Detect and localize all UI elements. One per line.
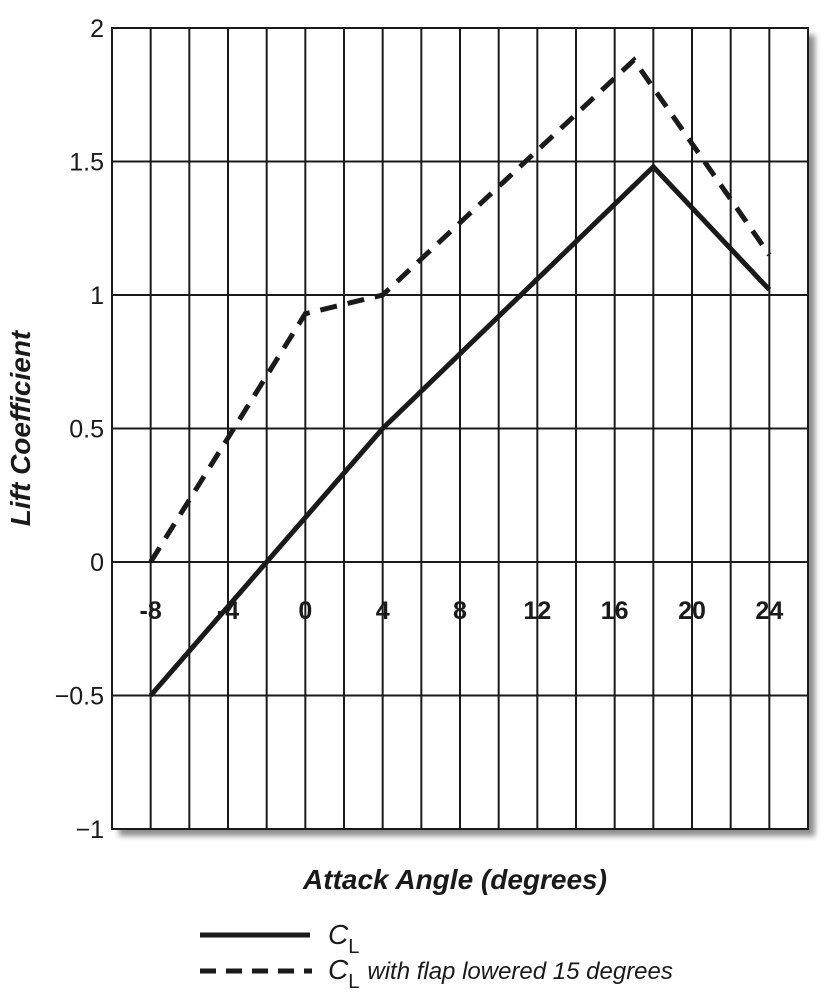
x-axis-tick-labels: -8 -4 0 4 8 12 16 20 24	[140, 597, 784, 625]
y-tick-label: 1	[90, 282, 104, 310]
y-tick-label: −1	[75, 816, 104, 844]
series-line	[148, 163, 772, 698]
horizontal-gridlines	[112, 160, 808, 697]
plot-frame	[111, 27, 809, 830]
legend-suffix: with flap lowered 15 degrees	[367, 958, 673, 985]
x-tick-label: -4	[217, 597, 239, 625]
series-layer	[148, 56, 772, 698]
legend-subscript: L	[348, 971, 359, 993]
y-tick-label: −0.5	[55, 683, 104, 711]
x-tick-label: 4	[376, 597, 390, 625]
x-tick-label: 20	[678, 597, 706, 625]
legend-label-dashed: CL with flap lowered 15 degrees	[328, 954, 673, 993]
legend-subscript: L	[348, 936, 359, 958]
y-tick-label: 1.5	[69, 149, 104, 177]
y-tick-label: 0	[90, 549, 104, 577]
x-tick-label: 16	[601, 597, 629, 625]
legend-symbol: C	[328, 954, 349, 985]
x-axis-title: Attack Angle (degrees)	[302, 864, 607, 895]
x-tick-label: 8	[453, 597, 467, 625]
series-cl	[148, 163, 772, 698]
x-tick-label: 12	[523, 597, 551, 625]
legend: CL CL with flap lowered 15 degrees	[200, 919, 673, 993]
x-tick-label: 24	[755, 597, 783, 625]
y-axis-title: Lift Coefficient	[5, 329, 36, 526]
legend-label-solid: CL	[328, 919, 359, 958]
x-tick-label: -8	[140, 597, 162, 625]
y-axis-tick-labels: 2 1.5 1 0.5 0 −0.5 −1	[55, 15, 104, 844]
legend-symbol: C	[328, 919, 349, 950]
series-flap-lowered	[148, 56, 772, 564]
y-tick-label: 0.5	[69, 416, 104, 444]
x-tick-label: 0	[298, 597, 312, 625]
y-tick-label: 2	[90, 15, 104, 43]
